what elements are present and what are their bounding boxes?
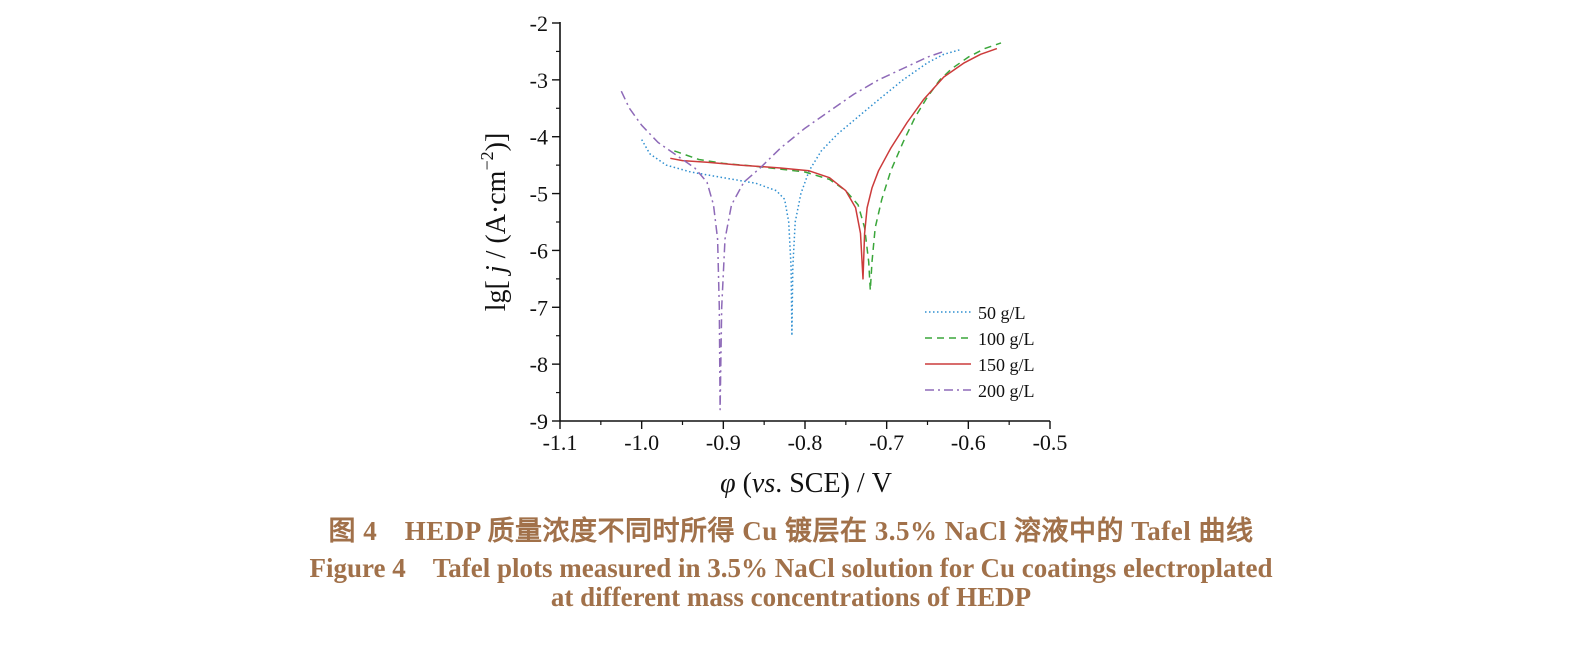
y-tick-label: -9 [530, 409, 548, 434]
series-line-2 [674, 42, 1002, 291]
x-tick-label: -0.7 [869, 430, 904, 455]
y-tick-label: -2 [530, 11, 548, 36]
figure-caption-english-line1: Figure 4 Tafel plots measured in 3.5% Na… [309, 553, 1273, 583]
axes: -1.1 -1.0 -0.9 -0.8 -0.7 -0.6 -0.5 -9 -8 -7 -6 -5 -4… [530, 11, 1068, 455]
y-tick-label: -7 [530, 295, 548, 320]
series-line-4 [620, 50, 945, 411]
x-tick-label: -0.5 [1033, 430, 1068, 455]
y-axis-label-pre: lg[ [481, 273, 512, 311]
y-axis-label: lg[ j / (A·cm−2)] [477, 133, 512, 312]
x-axis-label-rest: . SCE) / V [775, 468, 892, 499]
x-tick-label: -1.1 [543, 430, 578, 455]
y-axis-label-mid: / (A·cm [481, 170, 512, 265]
y-tick-label: -5 [530, 182, 548, 207]
x-tick-label: -0.9 [706, 430, 741, 455]
legend: 50 g/L 100 g/L 150 g/L 200 g/L [925, 303, 1035, 401]
figure-caption-chinese: 图 4 HEDP 质量浓度不同时所得 Cu 镀层在 3.5% NaCl 溶液中的… [328, 516, 1254, 546]
series-line-1 [641, 48, 961, 337]
series-layer [620, 42, 1002, 411]
y-axis-label-j: j [481, 265, 512, 276]
x-tick-label: -0.6 [951, 430, 986, 455]
y-tick-label: -3 [530, 68, 548, 93]
legend-label: 100 g/L [978, 329, 1035, 349]
legend-label: 200 g/L [978, 381, 1035, 401]
legend-label: 150 g/L [978, 355, 1035, 375]
y-tick-label: -4 [530, 125, 548, 150]
legend-label: 50 g/L [978, 303, 1026, 323]
figure-caption-english-line2: at different mass concentrations of HEDP [550, 582, 1032, 612]
x-axis-label-vs: vs [752, 468, 775, 499]
y-axis-label-sup: −2 [477, 151, 497, 170]
tafel-chart: -1.1 -1.0 -0.9 -0.8 -0.7 -0.6 -0.5 -9 -8 -7 -6 -5 -4… [477, 11, 1068, 499]
y-axis-label-post: )] [481, 133, 512, 152]
x-axis-label-symbol: φ [720, 468, 736, 499]
y-tick-label: -8 [530, 352, 548, 377]
x-tick-label: -0.8 [788, 430, 823, 455]
x-axis-label: φ (vs. SCE) / V [720, 468, 892, 499]
y-tick-label: -6 [530, 238, 548, 263]
x-tick-label: -1.0 [624, 430, 659, 455]
x-axis-label-open: ( [736, 468, 752, 499]
series-line-3 [670, 47, 998, 280]
